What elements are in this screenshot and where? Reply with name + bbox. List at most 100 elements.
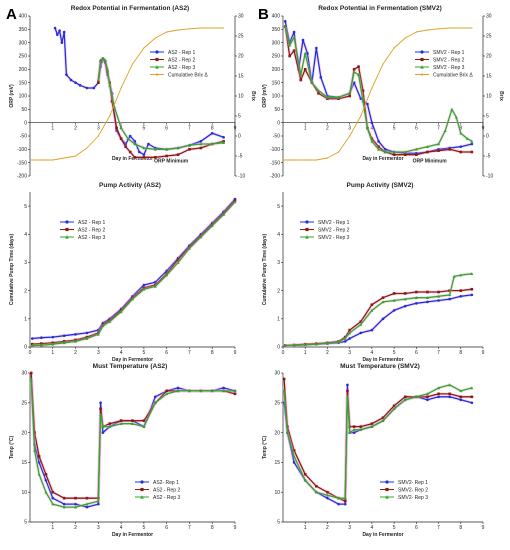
data-point xyxy=(381,416,385,419)
data-point xyxy=(211,27,213,29)
legend-label: Cumulative Brix Δ xyxy=(433,72,473,78)
data-point xyxy=(74,81,77,84)
data-point xyxy=(319,76,323,79)
x-tick-label: 8 xyxy=(211,350,214,356)
x-tick-label: 9 xyxy=(234,525,237,531)
data-point xyxy=(343,336,347,340)
data-point xyxy=(471,27,473,29)
data-point xyxy=(233,389,237,393)
data-point xyxy=(437,395,440,399)
data-point xyxy=(337,151,340,153)
data-point xyxy=(128,150,132,154)
data-point xyxy=(352,431,356,434)
x-tick-label: 6 xyxy=(165,525,168,531)
series-line xyxy=(283,27,472,161)
x-tick-label: 7 xyxy=(437,126,440,132)
data-point xyxy=(33,448,37,452)
data-point xyxy=(460,27,462,29)
annotation: ORP Minimum xyxy=(154,159,189,165)
legend-swatch-marker xyxy=(140,480,144,484)
y-tick-label: 5 xyxy=(277,204,280,210)
data-point xyxy=(346,383,349,387)
data-point xyxy=(60,41,64,44)
x-tick-label: 8 xyxy=(459,350,462,356)
data-point xyxy=(97,135,99,137)
data-point xyxy=(101,425,105,428)
x-tick-label: 4 xyxy=(370,350,373,356)
y-tick-label: 5 xyxy=(24,520,27,526)
legend-label: SMV2- Rep 3 xyxy=(398,495,428,501)
series-glow-line xyxy=(30,378,235,509)
data-point xyxy=(310,81,314,84)
x-tick-label: 4 xyxy=(370,126,373,132)
data-point xyxy=(381,296,385,299)
legend-label: AS2 - Rep 2 xyxy=(78,227,105,233)
data-point xyxy=(352,425,356,428)
data-point xyxy=(437,392,440,396)
data-point xyxy=(459,273,463,277)
y-tick-label: 1 xyxy=(277,317,280,323)
x-tick-label: 7 xyxy=(437,350,440,356)
data-point xyxy=(131,419,134,422)
data-point xyxy=(303,51,307,55)
data-point xyxy=(165,392,169,396)
data-point xyxy=(288,43,292,47)
data-point xyxy=(304,159,306,161)
data-point xyxy=(142,146,146,150)
legend-swatch-marker xyxy=(155,50,159,54)
x-tick-label: 7 xyxy=(188,126,191,132)
data-point xyxy=(176,258,180,261)
data-point xyxy=(153,401,157,405)
series-line xyxy=(285,273,472,347)
legend-swatch-marker xyxy=(155,73,159,76)
data-point xyxy=(99,58,103,62)
x-tick-label: 8 xyxy=(211,126,214,132)
data-point xyxy=(199,146,203,150)
data-point xyxy=(377,147,381,151)
data-point xyxy=(143,47,145,49)
data-point xyxy=(359,331,363,335)
legend-swatch-marker xyxy=(385,495,389,499)
data-point xyxy=(283,389,286,393)
y-tick-label: 15 xyxy=(274,460,280,466)
y-tick-label: 200 xyxy=(272,67,281,73)
x-tick-label: 2 xyxy=(74,350,77,356)
data-point xyxy=(62,334,66,338)
data-point xyxy=(392,404,396,408)
data-point xyxy=(470,293,474,297)
data-point xyxy=(283,159,284,161)
data-point xyxy=(393,47,395,49)
data-point xyxy=(404,37,406,39)
x-tick-label: 0 xyxy=(29,350,32,356)
data-point xyxy=(165,269,168,273)
data-point xyxy=(142,425,146,428)
y-axis-label: ORP (mV) xyxy=(9,84,15,108)
data-point xyxy=(306,52,309,55)
y-tick-label: 10 xyxy=(21,490,27,496)
x-tick-label: 9 xyxy=(482,126,485,132)
legend-swatch-marker xyxy=(305,235,309,239)
x-tick-label: 8 xyxy=(211,525,214,531)
data-point xyxy=(370,308,374,312)
data-point xyxy=(62,502,66,506)
data-point xyxy=(459,131,463,135)
x-tick-label: 5 xyxy=(393,350,396,356)
data-point xyxy=(392,150,396,154)
data-point xyxy=(426,300,429,304)
data-point xyxy=(437,294,441,298)
data-point xyxy=(44,473,48,476)
data-point xyxy=(119,310,123,314)
x-tick-label: 5 xyxy=(142,525,145,531)
data-point xyxy=(348,328,351,332)
data-point xyxy=(199,140,203,143)
data-point xyxy=(51,335,55,339)
data-point xyxy=(30,337,34,340)
y-tick-label: 100 xyxy=(272,94,281,100)
data-point xyxy=(301,38,305,42)
x-axis-label: Day in Fermentor xyxy=(112,532,153,538)
data-point xyxy=(65,73,68,76)
data-point xyxy=(426,290,429,294)
x-tick-label: 3 xyxy=(97,350,100,356)
data-point xyxy=(426,29,429,31)
y-tick-label: 3 xyxy=(24,260,27,266)
